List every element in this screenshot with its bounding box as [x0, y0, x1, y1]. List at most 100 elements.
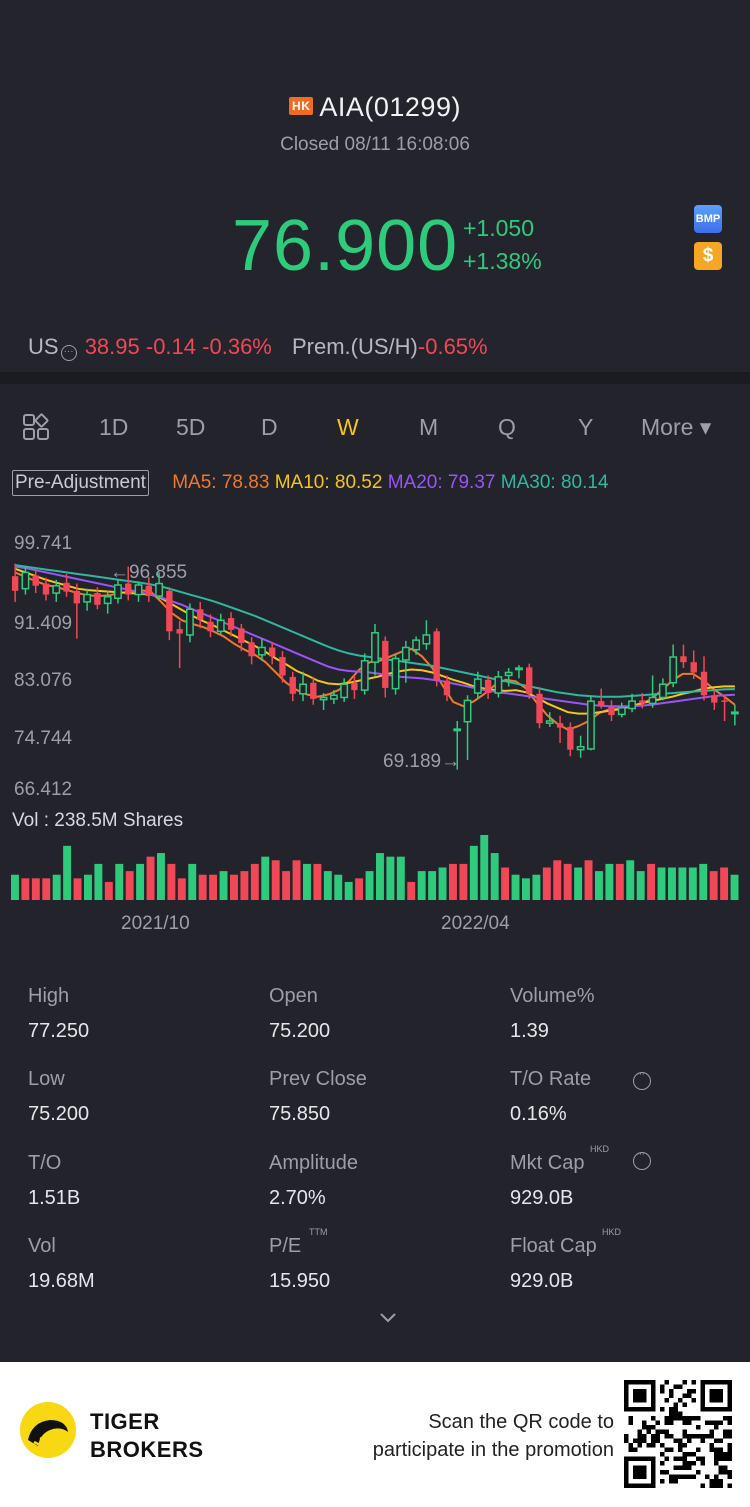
volume-bar	[250, 863, 259, 900]
candle-body	[576, 745, 585, 751]
volume-bar	[42, 878, 51, 900]
tab-d[interactable]: D	[261, 414, 278, 440]
candle-body	[648, 696, 657, 705]
candle-body	[279, 657, 286, 676]
volume-bar	[542, 867, 551, 900]
tab-q[interactable]: Q	[498, 414, 516, 440]
candle-body	[310, 682, 317, 699]
volume-bar	[709, 871, 718, 900]
candle-body	[545, 720, 554, 724]
volume-bar	[490, 853, 499, 900]
us-quote-row[interactable]: US ··· 38.95 -0.14 -0.36% Prem.(US/H)-0.6…	[28, 334, 488, 361]
candle-body	[526, 667, 533, 694]
volume-bar	[146, 856, 155, 900]
turnover-rate-info-icon[interactable]	[633, 1068, 651, 1090]
candle-body	[268, 647, 276, 657]
min-price-marker: 69.189→	[383, 751, 461, 772]
volume-bar	[167, 863, 176, 900]
volume-bar	[469, 845, 478, 900]
currency-superscript: HKD	[590, 1144, 610, 1154]
volume-bar	[730, 874, 739, 900]
candle-body	[567, 726, 574, 750]
candle-body	[463, 699, 472, 723]
price-change-percent: +1.38%	[463, 248, 542, 274]
chevron-down-icon[interactable]	[378, 1310, 398, 1324]
stock-title-row: HK AIA(01299)	[0, 92, 750, 123]
volume-bar	[188, 863, 197, 900]
candle-body	[257, 646, 266, 656]
ma5-value: MA5: 78.83	[172, 472, 270, 493]
volume-bar	[21, 878, 30, 900]
volume-bar	[334, 874, 343, 900]
adjustment-toggle[interactable]: Pre-Adjustment	[12, 470, 149, 496]
candle-body	[103, 596, 112, 605]
candle-body	[340, 683, 349, 699]
volume-bar	[11, 874, 19, 900]
stat-high: High 77.250	[28, 985, 90, 1042]
y-tick-label: 74.744	[14, 728, 73, 749]
volume-bar	[313, 863, 322, 900]
volume-bar	[626, 860, 635, 900]
volume-bar	[115, 863, 124, 900]
market-badge: HK	[289, 97, 314, 115]
tab-m[interactable]: M	[419, 414, 439, 440]
candle-body	[586, 700, 595, 750]
tab-y[interactable]: Y	[578, 414, 594, 440]
candle-body	[391, 657, 400, 690]
candle-body	[484, 679, 492, 694]
candle-body	[639, 700, 646, 704]
candle-body	[360, 659, 369, 691]
candle-body	[32, 575, 39, 586]
candle-body	[608, 707, 615, 716]
candle-body	[42, 583, 50, 595]
candle-body	[382, 640, 389, 688]
candle-body	[114, 584, 122, 599]
stat-volume: Vol 19.68M	[28, 1235, 95, 1292]
candle-body	[319, 696, 328, 701]
candle-body	[227, 618, 235, 630]
volume-bar	[574, 867, 583, 900]
stat-volume-percent: Volume% 1.39	[510, 985, 595, 1042]
bmp-icon[interactable]: BMP	[694, 205, 722, 233]
more-dropdown[interactable]: More ▾	[641, 414, 712, 440]
last-price: 76.900	[232, 206, 459, 286]
tab-1d[interactable]: 1D	[99, 414, 129, 440]
volume-bar	[240, 871, 249, 900]
candle-body	[504, 671, 513, 677]
y-tick-label: 91.409	[14, 613, 73, 634]
candle-body	[473, 678, 482, 694]
volume-bar	[63, 845, 72, 900]
stat-market-cap: Mkt Cap HKD 929.0B	[510, 1144, 610, 1209]
grid-icon[interactable]	[22, 413, 50, 441]
tab-5d[interactable]: 5D	[176, 414, 206, 440]
candle-body	[134, 584, 143, 596]
candle-body	[197, 609, 204, 620]
dollar-icon[interactable]: $	[694, 242, 722, 270]
more-info-icon[interactable]: ···	[60, 345, 77, 361]
us-price: 38.95	[84, 334, 140, 359]
volume-label: Vol : 238.5M Shares	[12, 810, 184, 831]
volume-bar	[84, 874, 92, 900]
volume-bar	[449, 863, 457, 900]
volume-bar	[365, 871, 374, 900]
volume-bar	[177, 878, 186, 900]
volume-bar	[136, 863, 145, 900]
candle-body	[155, 582, 164, 597]
candle-body	[453, 728, 462, 732]
candle-body	[21, 571, 30, 590]
volume-bar	[52, 874, 61, 900]
candle-body	[433, 631, 440, 680]
candlestick-chart[interactable]	[0, 0, 750, 940]
market-cap-info-icon[interactable]	[633, 1148, 651, 1170]
volume-bar	[219, 871, 228, 900]
candle-body	[536, 693, 543, 724]
candle-body	[94, 593, 101, 605]
ttm-superscript: TTM	[309, 1227, 328, 1237]
candle-body	[11, 576, 19, 591]
volume-bar	[104, 881, 113, 900]
candle-body	[63, 582, 70, 592]
volume-bar	[271, 860, 280, 900]
tab-w[interactable]: W	[337, 414, 359, 440]
candle-body	[443, 680, 451, 696]
candle-body	[401, 646, 410, 661]
